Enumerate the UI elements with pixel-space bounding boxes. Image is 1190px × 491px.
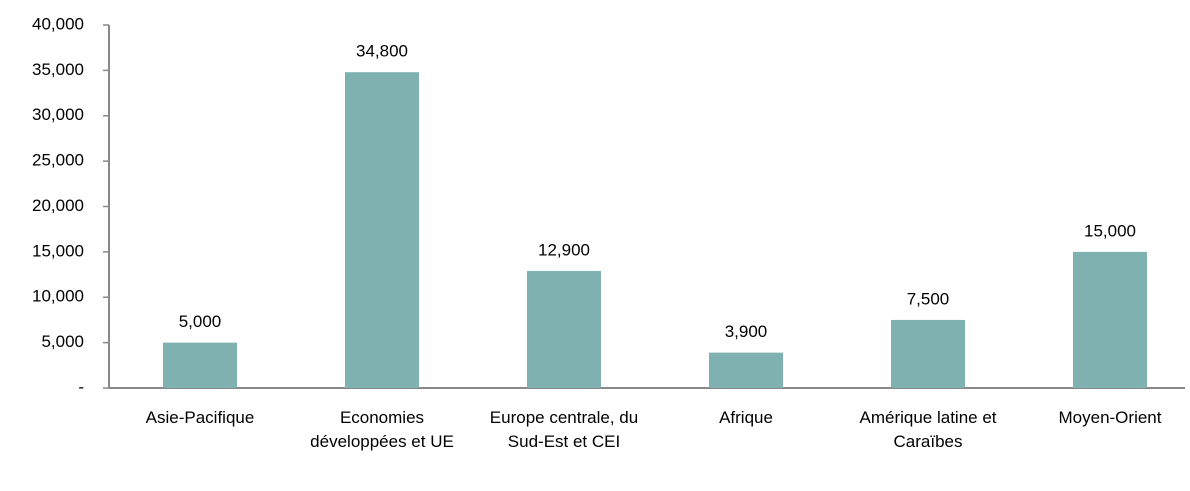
y-tick-label: 35,000	[32, 60, 84, 79]
bar	[345, 72, 419, 388]
bar	[527, 270, 601, 388]
bar	[1073, 251, 1147, 388]
y-tick-label: -	[78, 377, 84, 396]
x-tick-label: Afrique	[719, 408, 773, 427]
data-label: 15,000	[1084, 221, 1136, 240]
data-label: 34,800	[356, 42, 408, 61]
y-tick-label: 10,000	[32, 287, 84, 306]
x-tick-label: Amérique latine et Caraïbes	[859, 408, 997, 451]
bar	[891, 319, 965, 388]
x-tick-label: Europe centrale, du Sud-Est et CEI	[489, 408, 639, 451]
y-tick-label: 25,000	[32, 151, 84, 170]
bar	[709, 352, 783, 388]
x-tick-label: Moyen-Orient	[1058, 408, 1162, 427]
y-tick-label: 15,000	[32, 241, 84, 260]
y-tick-label: 30,000	[32, 105, 84, 124]
y-tick-label: 20,000	[32, 196, 84, 215]
x-tick-label: Asie-Pacifique	[145, 408, 255, 427]
y-tick-label: 40,000	[32, 14, 84, 33]
data-label: 12,900	[538, 240, 590, 259]
data-label: 7,500	[907, 289, 950, 308]
y-tick-label: 5,000	[41, 332, 84, 351]
data-label: 3,900	[725, 322, 768, 341]
data-label: 5,000	[179, 312, 222, 331]
x-tick-label: Economies développées et UE	[310, 408, 454, 451]
bar	[163, 342, 237, 388]
